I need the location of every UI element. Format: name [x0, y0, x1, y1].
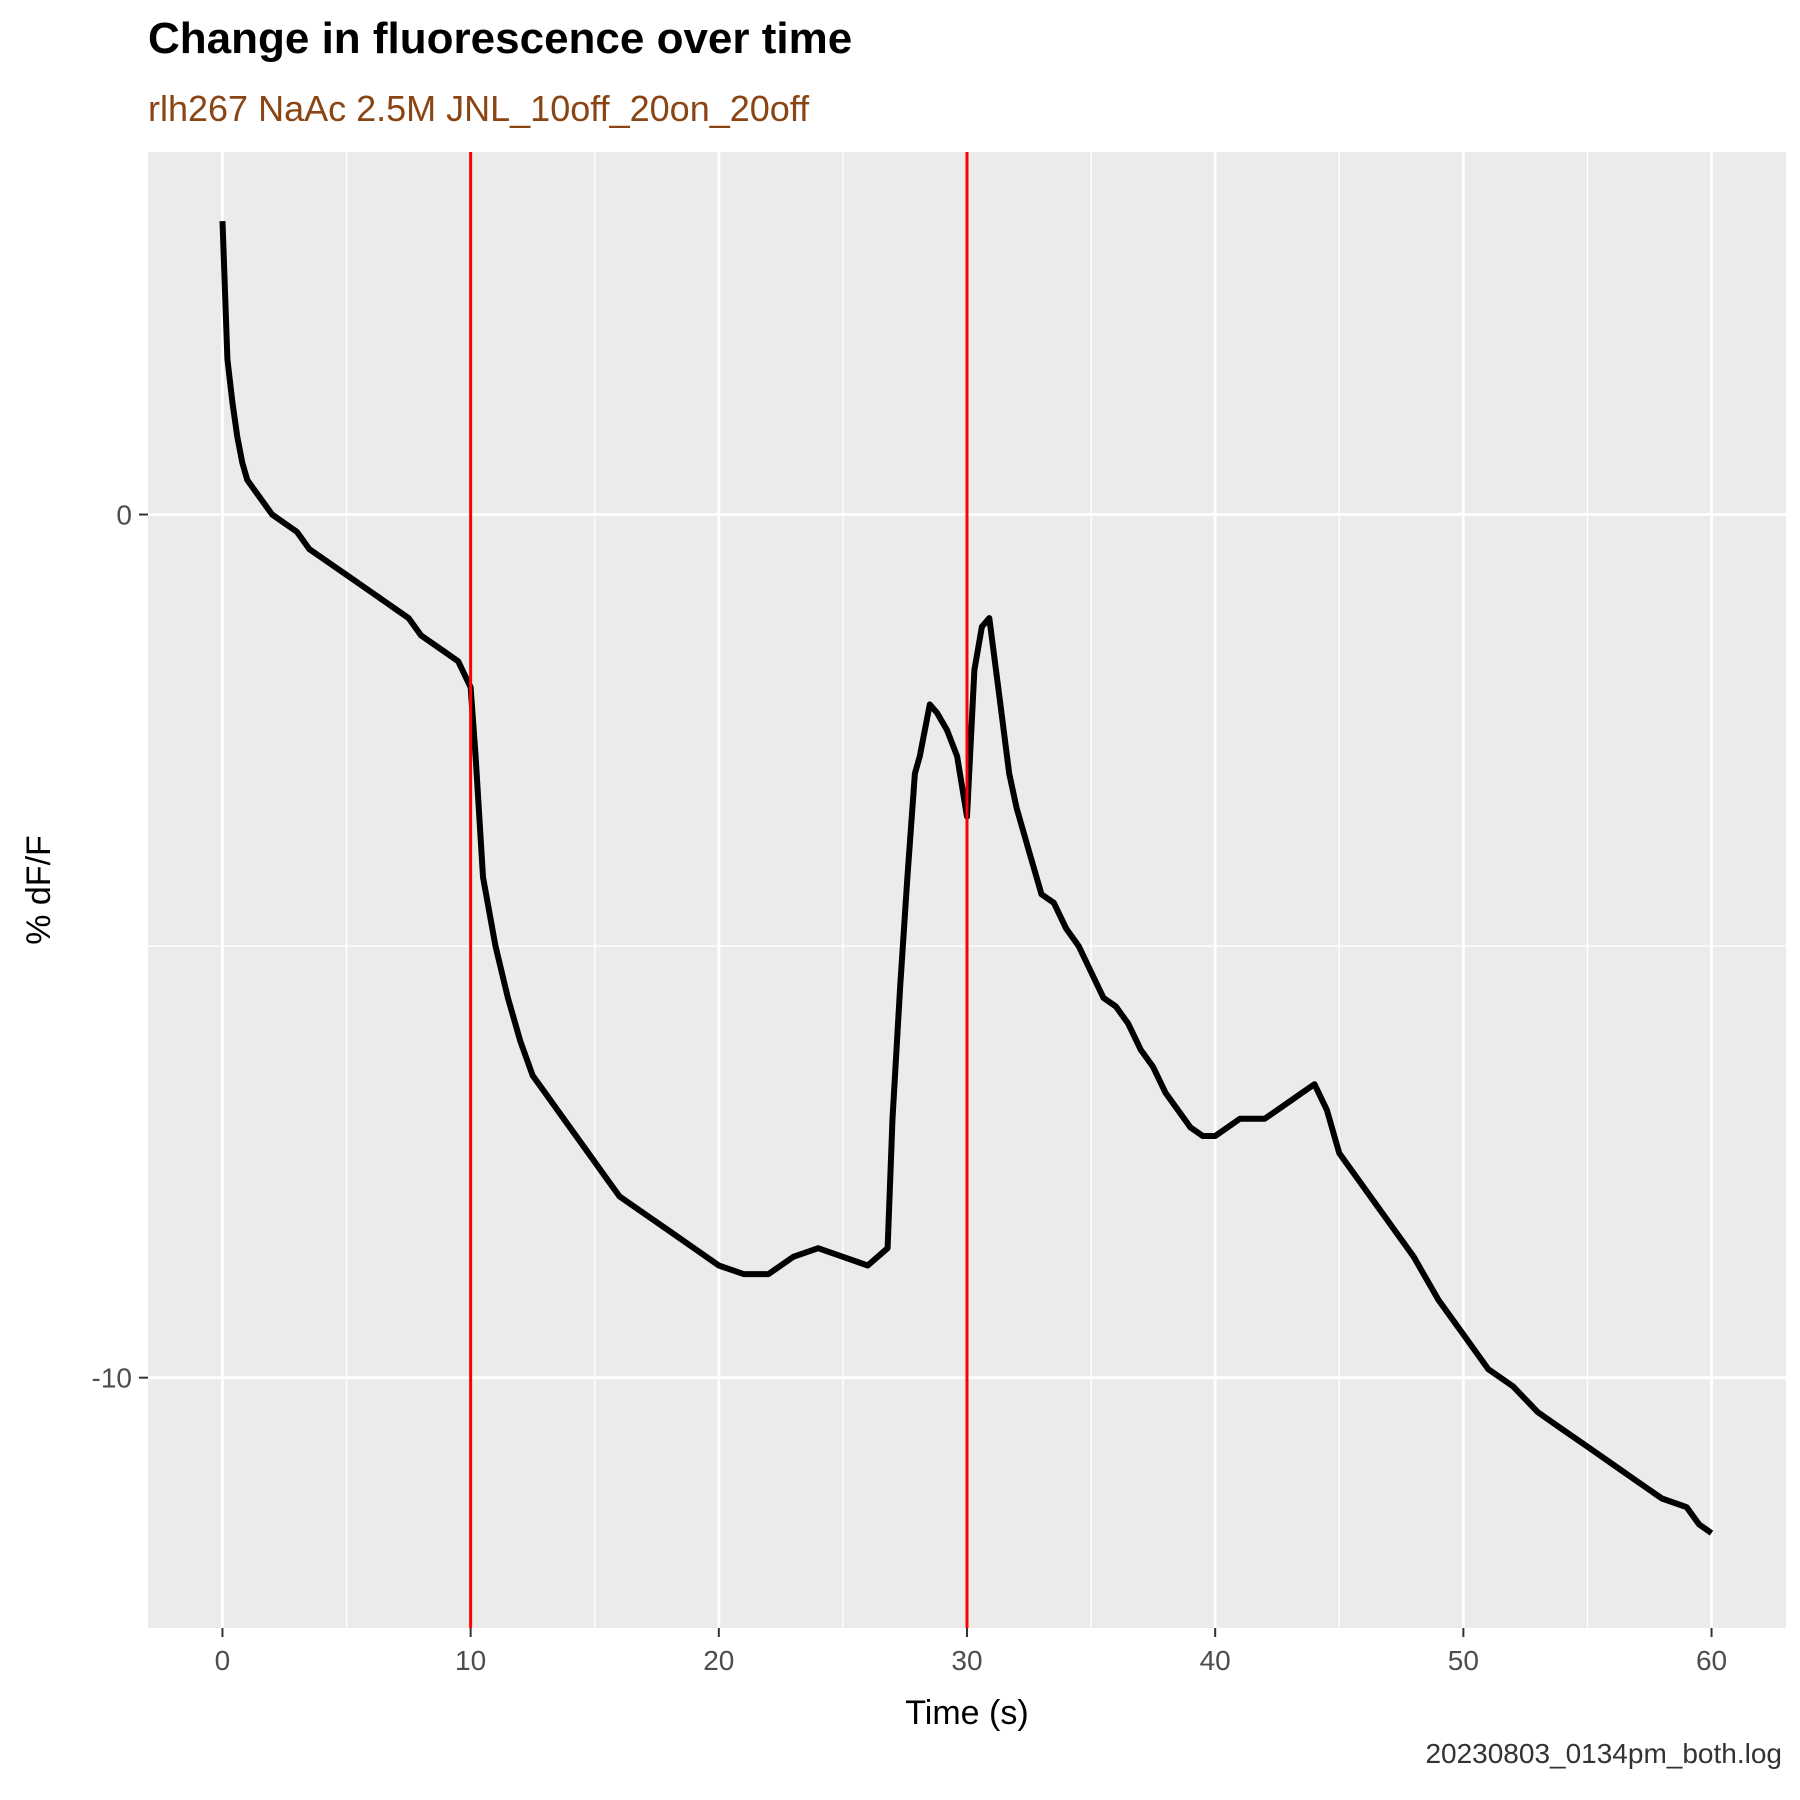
series-line-1 — [219, 220, 1714, 1536]
x-axis-title: Time (s) — [905, 1694, 1028, 1732]
x-tick-label: 10 — [455, 1645, 486, 1676]
y-axis-title: % dF/F — [20, 835, 58, 945]
x-tick-label: 50 — [1448, 1645, 1479, 1676]
x-tick-label: 20 — [703, 1645, 734, 1676]
reference-lines — [469, 152, 969, 1628]
axes: 0 10 20 30 40 50 60 0 -10 — [92, 500, 1728, 1676]
series-layer — [219, 220, 1714, 1536]
chart-subtitle: rlh267 NaAc 2.5M JNL_10off_20on_20off — [148, 88, 810, 129]
x-tick-label: 30 — [951, 1645, 982, 1676]
x-tick-label: 60 — [1696, 1645, 1727, 1676]
x-tick-label: 40 — [1200, 1645, 1231, 1676]
minor-gridlines — [148, 152, 1786, 1628]
y-tick-label: -10 — [92, 1363, 132, 1394]
chart-title: Change in fluorescence over time — [148, 14, 853, 63]
y-tick-label: 0 — [116, 500, 132, 531]
x-tick-label: 0 — [215, 1645, 231, 1676]
chart-caption: 20230803_0134pm_both.log — [1425, 1738, 1782, 1769]
